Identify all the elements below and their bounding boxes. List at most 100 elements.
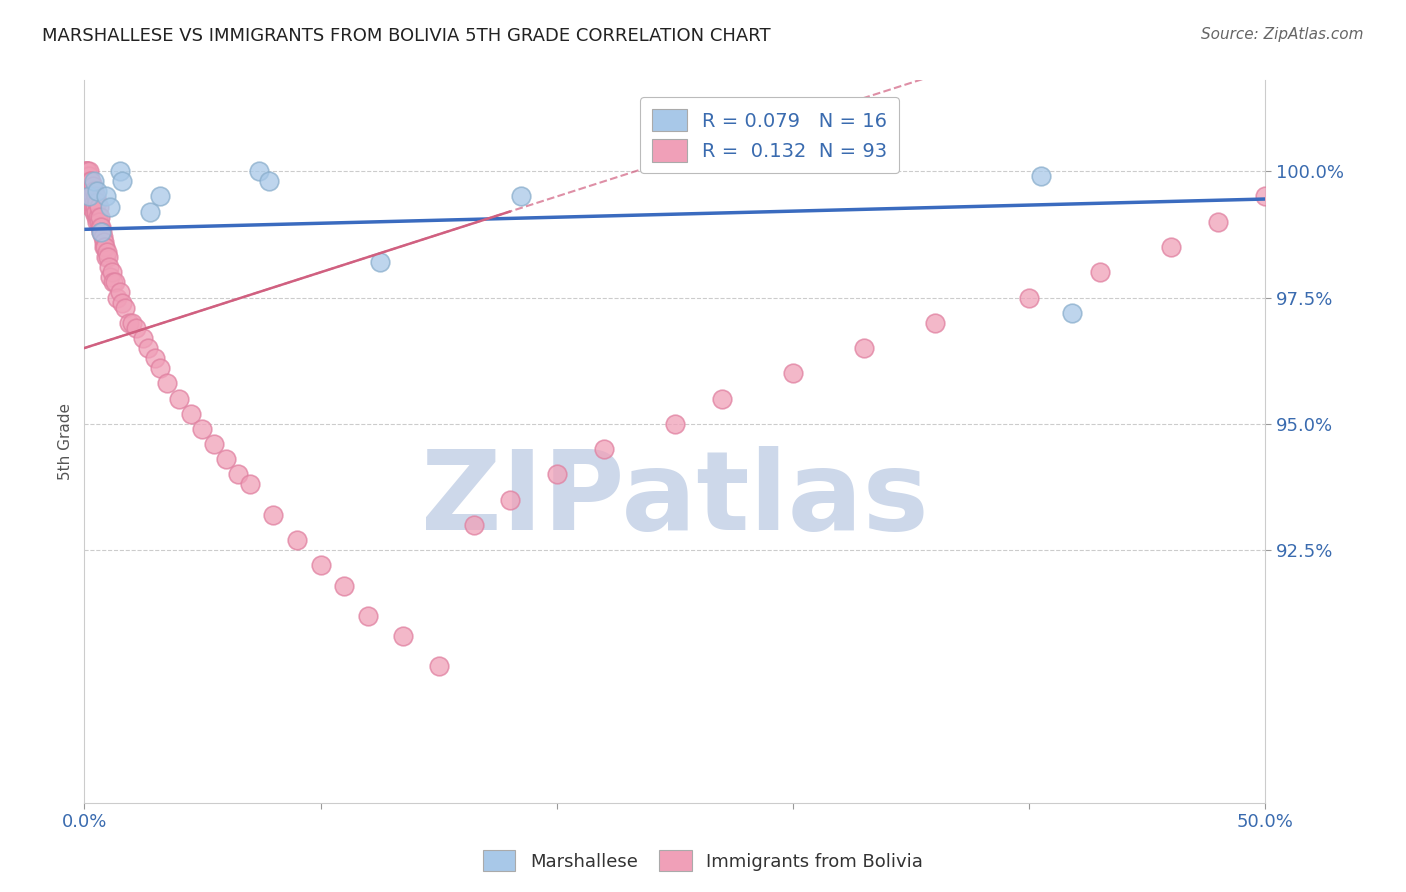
Point [91, 225, 114, 239]
Point [143, 351, 166, 366]
Point [77, 169, 100, 184]
Point [89, 210, 111, 224]
Point [180, 407, 202, 421]
Point [463, 517, 485, 532]
Point [262, 508, 284, 522]
Point [100, 265, 122, 279]
Point [215, 452, 238, 467]
Point [82, 179, 104, 194]
Text: MARSHALLESE VS IMMIGRANTS FROM BOLIVIA 5TH GRADE CORRELATION CHART: MARSHALLESE VS IMMIGRANTS FROM BOLIVIA 5… [42, 27, 770, 45]
Point [76, 174, 98, 188]
Legend: Marshallese, Immigrants from Bolivia: Marshallese, Immigrants from Bolivia [475, 843, 931, 879]
Point [76, 164, 98, 178]
Point [132, 331, 155, 345]
Point [924, 316, 946, 330]
Point [333, 578, 356, 592]
Point [83, 204, 105, 219]
Point [77, 174, 100, 188]
Point [107, 291, 129, 305]
Point [94, 250, 117, 264]
Point [80, 194, 103, 209]
Point [86, 215, 108, 229]
Point [1060, 306, 1083, 320]
Point [392, 629, 415, 643]
Legend: R = 0.079   N = 16, R =  0.132  N = 93: R = 0.079 N = 16, R = 0.132 N = 93 [640, 97, 898, 173]
Point [498, 492, 520, 507]
Point [239, 477, 262, 491]
Point [83, 185, 105, 199]
Point [87, 210, 110, 224]
Point [77, 189, 100, 203]
Point [101, 276, 124, 290]
Point [368, 255, 391, 269]
Point [80, 174, 103, 188]
Point [149, 189, 172, 203]
Point [80, 189, 103, 203]
Point [82, 189, 104, 203]
Point [79, 174, 101, 188]
Point [75, 164, 97, 178]
Point [82, 200, 104, 214]
Point [86, 185, 108, 199]
Point [96, 245, 118, 260]
Point [1372, 174, 1395, 188]
Point [80, 185, 103, 199]
Point [510, 189, 533, 203]
Point [87, 200, 110, 214]
Point [546, 467, 568, 482]
Point [247, 164, 270, 178]
Point [90, 225, 112, 239]
Point [108, 164, 131, 178]
Point [90, 225, 112, 239]
Point [226, 467, 249, 482]
Point [149, 361, 172, 376]
Point [191, 422, 214, 436]
Point [108, 285, 131, 300]
Point [309, 558, 332, 573]
Point [83, 174, 105, 188]
Point [84, 189, 107, 203]
Point [75, 164, 97, 178]
Point [77, 179, 100, 194]
Point [1160, 240, 1182, 254]
Point [75, 169, 97, 184]
Point [93, 235, 115, 249]
Point [167, 392, 190, 406]
Point [77, 164, 100, 178]
Point [89, 219, 111, 234]
Point [84, 210, 107, 224]
Point [118, 316, 141, 330]
Text: Source: ZipAtlas.com: Source: ZipAtlas.com [1201, 27, 1364, 42]
Point [76, 179, 98, 194]
Point [86, 194, 108, 209]
Point [94, 189, 117, 203]
Point [257, 174, 280, 188]
Point [93, 240, 115, 254]
Point [83, 194, 105, 209]
Point [84, 200, 107, 214]
Point [76, 169, 98, 184]
Point [782, 367, 804, 381]
Point [79, 189, 101, 203]
Point [104, 276, 127, 290]
Point [98, 270, 121, 285]
Point [90, 219, 112, 234]
Point [77, 185, 100, 199]
Point [156, 376, 179, 391]
Point [852, 341, 875, 355]
Point [427, 659, 450, 673]
Point [593, 442, 616, 456]
Point [91, 230, 114, 244]
Point [94, 240, 117, 254]
Point [139, 204, 162, 219]
Point [125, 321, 148, 335]
Point [1018, 291, 1040, 305]
Point [1088, 265, 1111, 279]
Point [98, 260, 121, 275]
Text: ZIPatlas: ZIPatlas [420, 446, 929, 553]
Point [111, 174, 134, 188]
Point [357, 608, 380, 623]
Point [97, 250, 120, 264]
Y-axis label: 5th Grade: 5th Grade [58, 403, 73, 480]
Point [202, 437, 225, 451]
